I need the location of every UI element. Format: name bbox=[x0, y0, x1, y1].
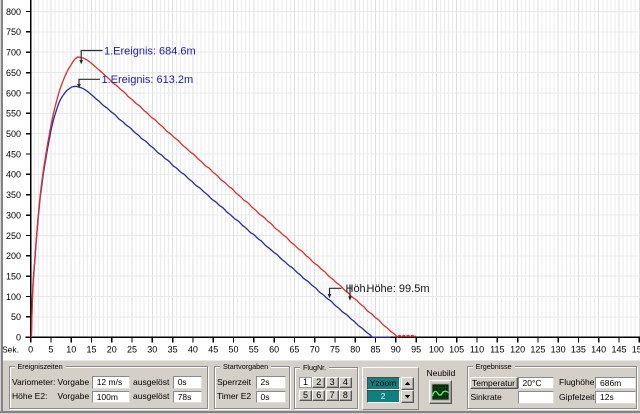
svg-text:600: 600 bbox=[6, 88, 21, 98]
svg-text:1.Ereignis: 684.6m: 1.Ereignis: 684.6m bbox=[104, 46, 196, 58]
svg-text:20: 20 bbox=[107, 345, 117, 355]
svg-text:95: 95 bbox=[411, 345, 421, 355]
svg-text:0: 0 bbox=[28, 345, 33, 355]
svg-text:25: 25 bbox=[127, 345, 137, 355]
svg-text:100: 100 bbox=[429, 345, 444, 355]
svg-text:140: 140 bbox=[591, 345, 606, 355]
svg-text:65: 65 bbox=[289, 345, 299, 355]
svg-text:250: 250 bbox=[6, 231, 21, 241]
svg-text:10: 10 bbox=[66, 345, 76, 355]
svg-text:400: 400 bbox=[6, 170, 21, 180]
svg-text:35: 35 bbox=[168, 345, 178, 355]
svg-text:125: 125 bbox=[530, 345, 545, 355]
svg-text:150: 150 bbox=[632, 345, 640, 355]
svg-text:Höhe: 99.5m: Höhe: 99.5m bbox=[367, 283, 430, 295]
svg-text:15: 15 bbox=[86, 345, 96, 355]
svg-text:50: 50 bbox=[228, 345, 238, 355]
svg-text:650: 650 bbox=[6, 68, 21, 78]
svg-text:115: 115 bbox=[490, 345, 504, 355]
svg-text:75: 75 bbox=[330, 345, 340, 355]
svg-text:800: 800 bbox=[6, 7, 21, 17]
svg-text:85: 85 bbox=[370, 345, 380, 355]
svg-text:70: 70 bbox=[310, 345, 320, 355]
svg-text:90: 90 bbox=[391, 345, 401, 355]
svg-text:Sek.: Sek. bbox=[2, 345, 19, 355]
svg-text:100: 100 bbox=[6, 292, 21, 302]
svg-text:150: 150 bbox=[6, 272, 21, 282]
svg-text:110: 110 bbox=[470, 345, 484, 355]
svg-text:200: 200 bbox=[6, 251, 21, 261]
svg-text:105: 105 bbox=[449, 345, 464, 355]
svg-text:700: 700 bbox=[6, 48, 21, 58]
svg-text:60: 60 bbox=[269, 345, 279, 355]
svg-text:300: 300 bbox=[6, 211, 21, 221]
svg-text:550: 550 bbox=[6, 109, 21, 119]
svg-text:500: 500 bbox=[6, 129, 21, 139]
svg-text:145: 145 bbox=[611, 345, 626, 355]
svg-text:450: 450 bbox=[6, 149, 21, 159]
svg-text:55: 55 bbox=[249, 345, 259, 355]
svg-text:30: 30 bbox=[147, 345, 157, 355]
svg-text:750: 750 bbox=[6, 27, 21, 37]
svg-text:5: 5 bbox=[48, 345, 53, 355]
svg-text:45: 45 bbox=[208, 345, 218, 355]
svg-text:0: 0 bbox=[16, 333, 21, 343]
svg-text:50: 50 bbox=[11, 312, 21, 322]
svg-text:135: 135 bbox=[571, 345, 586, 355]
svg-text:40: 40 bbox=[188, 345, 198, 355]
svg-text:80: 80 bbox=[350, 345, 360, 355]
svg-text:130: 130 bbox=[551, 345, 566, 355]
svg-text:1.Ereignis: 613.2m: 1.Ereignis: 613.2m bbox=[102, 74, 194, 86]
svg-text:120: 120 bbox=[510, 345, 525, 355]
svg-text:350: 350 bbox=[6, 190, 21, 200]
svg-text:Höh.: Höh. bbox=[346, 283, 369, 295]
